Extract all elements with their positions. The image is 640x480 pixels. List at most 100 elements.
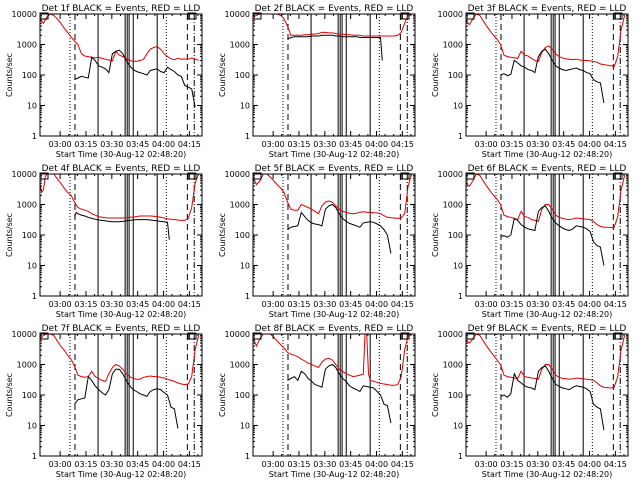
x-tick-label: 04:00 <box>365 140 388 149</box>
y-tick-label: 1000 <box>230 201 250 210</box>
y-tick-label: 1 <box>458 292 463 301</box>
series-events <box>500 48 605 104</box>
y-tick-label: 1000 <box>17 41 37 50</box>
x-axis-label: Start Time (30-Aug-12 02:48:20) <box>56 470 187 479</box>
y-tick-label: 1 <box>458 132 463 141</box>
x-axis-label: Start Time (30-Aug-12 02:48:20) <box>482 150 613 159</box>
x-tick-label: 04:00 <box>152 140 175 149</box>
panel-title: Det 7f BLACK = Events, RED = LLD <box>42 324 201 334</box>
vertical-markers <box>282 174 408 296</box>
x-tick-label: 03:45 <box>339 300 362 309</box>
panel-title: Det 2f BLACK = Events, RED = LLD <box>255 4 414 14</box>
x-tick-label: 04:15 <box>604 140 627 149</box>
plot-frame <box>465 13 629 137</box>
y-tick-label: 100 <box>235 391 250 400</box>
y-tick-label: 1 <box>245 292 250 301</box>
y-axis-label: Counts/sec <box>218 53 227 97</box>
y-tick-label: 100 <box>235 231 250 240</box>
panel-det-8f: 1 10 100 1000 10000 03:00 03:15 03:30 03:45 04:00… <box>218 324 416 479</box>
series-events <box>287 363 392 424</box>
x-tick-label: 04:00 <box>365 300 388 309</box>
x-tick-label: 03:30 <box>526 460 549 469</box>
panel-det-2f: 1 10 100 1000 10000 03:00 03:15 03:30 03:45 04:00… <box>218 4 416 159</box>
series-events <box>74 49 196 107</box>
x-tick-label: 03:15 <box>287 300 310 309</box>
x-tick-label: 04:00 <box>578 460 601 469</box>
y-axis-label: Counts/sec <box>431 213 440 257</box>
x-tick-label: 03:00 <box>49 460 72 469</box>
corner-box-right <box>613 172 623 180</box>
corner-box-right <box>400 12 410 20</box>
series-events <box>74 368 179 429</box>
corner-box-right <box>613 332 623 340</box>
y-axis-label: Counts/sec <box>5 53 14 97</box>
x-axis-label: Start Time (30-Aug-12 02:48:20) <box>482 310 613 319</box>
plot-frame <box>39 173 203 297</box>
panel-det-4f: 1 10 100 1000 10000 03:00 03:15 03:30 03:45 04:00… <box>5 164 203 319</box>
series-lld <box>253 334 412 386</box>
x-tick-label: 03:00 <box>475 460 498 469</box>
y-axis-label: Counts/sec <box>431 373 440 417</box>
y-tick-label: 10 <box>453 262 463 271</box>
y-tick-label: 100 <box>22 391 37 400</box>
panel-title: Det 5f BLACK = Events, RED = LLD <box>255 164 414 174</box>
panel-title: Det 9f BLACK = Events, RED = LLD <box>468 324 627 334</box>
panel-title: Det 3f BLACK = Events, RED = LLD <box>468 4 627 14</box>
panel-title: Det 1f BLACK = Events, RED = LLD <box>42 4 201 14</box>
x-axis-label: Start Time (30-Aug-12 02:48:20) <box>56 150 187 159</box>
y-axis-label: Counts/sec <box>431 53 440 97</box>
y-tick-label: 1 <box>458 452 463 461</box>
y-axis-label: Counts/sec <box>5 373 14 417</box>
series-lld <box>40 174 200 221</box>
y-tick-label: 100 <box>22 231 37 240</box>
y-tick-label: 10 <box>27 422 37 431</box>
x-tick-label: 04:15 <box>178 460 201 469</box>
x-tick-label: 03:30 <box>100 460 123 469</box>
x-tick-label: 04:00 <box>365 460 388 469</box>
panel-det-3f: 1 10 100 1000 10000 03:00 03:15 03:30 03:45 04:00… <box>431 4 629 159</box>
y-tick-label: 1000 <box>230 41 250 50</box>
x-tick-label: 04:15 <box>604 300 627 309</box>
x-tick-label: 03:15 <box>287 460 310 469</box>
vertical-markers <box>69 174 195 296</box>
series-lld <box>466 14 626 68</box>
series-lld <box>466 174 626 229</box>
x-tick-label: 04:15 <box>391 300 414 309</box>
x-tick-label: 04:15 <box>178 140 201 149</box>
x-tick-label: 04:00 <box>152 460 175 469</box>
x-tick-label: 03:30 <box>100 140 123 149</box>
plot-frame <box>252 333 416 457</box>
y-axis-label: Counts/sec <box>5 213 14 257</box>
y-tick-label: 100 <box>448 231 463 240</box>
y-tick-label: 1000 <box>443 41 463 50</box>
series-events <box>287 34 383 61</box>
x-tick-label: 03:00 <box>262 300 285 309</box>
x-axis-label: Start Time (30-Aug-12 02:48:20) <box>269 310 400 319</box>
y-tick-label: 10000 <box>12 10 37 19</box>
x-tick-label: 04:00 <box>152 300 175 309</box>
corner-box-right <box>613 12 623 20</box>
y-tick-label: 10000 <box>225 10 250 19</box>
x-tick-label: 03:30 <box>526 140 549 149</box>
y-tick-label: 10 <box>240 262 250 271</box>
x-tick-label: 03:45 <box>339 460 362 469</box>
panel-title: Det 4f BLACK = Events, RED = LLD <box>42 164 201 174</box>
x-tick-label: 03:45 <box>552 300 575 309</box>
x-tick-label: 03:15 <box>500 140 523 149</box>
x-tick-label: 04:15 <box>391 140 414 149</box>
plot-frame <box>465 333 629 457</box>
series-events <box>74 211 170 240</box>
panel-det-5f: 1 10 100 1000 10000 03:00 03:15 03:30 03:45 04:00… <box>218 164 416 319</box>
series-events <box>287 203 392 254</box>
y-tick-label: 10000 <box>225 170 250 179</box>
x-tick-label: 04:15 <box>178 300 201 309</box>
y-tick-label: 1000 <box>443 201 463 210</box>
series-lld <box>253 174 413 219</box>
x-tick-label: 03:15 <box>500 300 523 309</box>
series-lld <box>40 334 200 386</box>
series-lld <box>253 14 412 37</box>
y-tick-label: 1000 <box>443 361 463 370</box>
y-tick-label: 10 <box>240 102 250 111</box>
panel-det-6f: 1 10 100 1000 10000 03:00 03:15 03:30 03:45 04:00… <box>431 164 629 319</box>
